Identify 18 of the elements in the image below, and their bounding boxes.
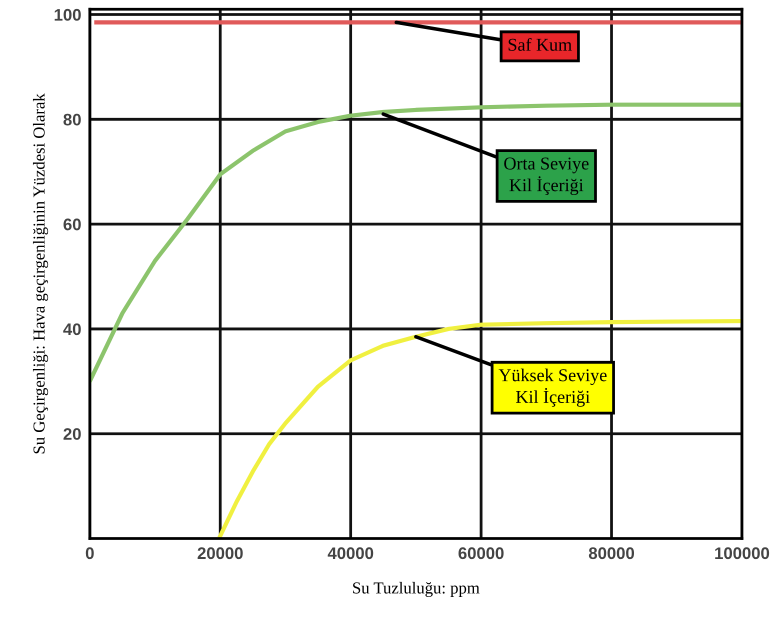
y-tick-label: 80 [63,114,81,126]
y-axis-title: Su Geçirgenliği: Hava geçirgenliğinin Yüzdesi Olarak [32,93,48,454]
annotation: Orta Seviye Kil İçeriği [504,157,589,196]
line-series [218,318,742,538]
y-tick-label: 40 [63,323,81,336]
x-tick-label: 80000 [588,547,634,560]
y-tick-label: 100 [54,8,81,21]
x-tick-label: 0 [86,547,94,560]
x-tick-label: 40000 [328,547,374,560]
x-axis-title: Su Tuzluluğu: ppm [353,582,480,598]
annotation: Yüksek Seviye Kil İçeriği [498,368,607,407]
x-tick-label: 20000 [198,547,243,560]
line-series [90,102,742,384]
x-tick-label: 100000 [715,547,770,560]
y-tick-label: 60 [64,218,81,230]
x-tick-label: 60000 [458,547,504,560]
annotation: Saf Kum [508,38,572,51]
y-tick-label: 20 [64,428,81,440]
